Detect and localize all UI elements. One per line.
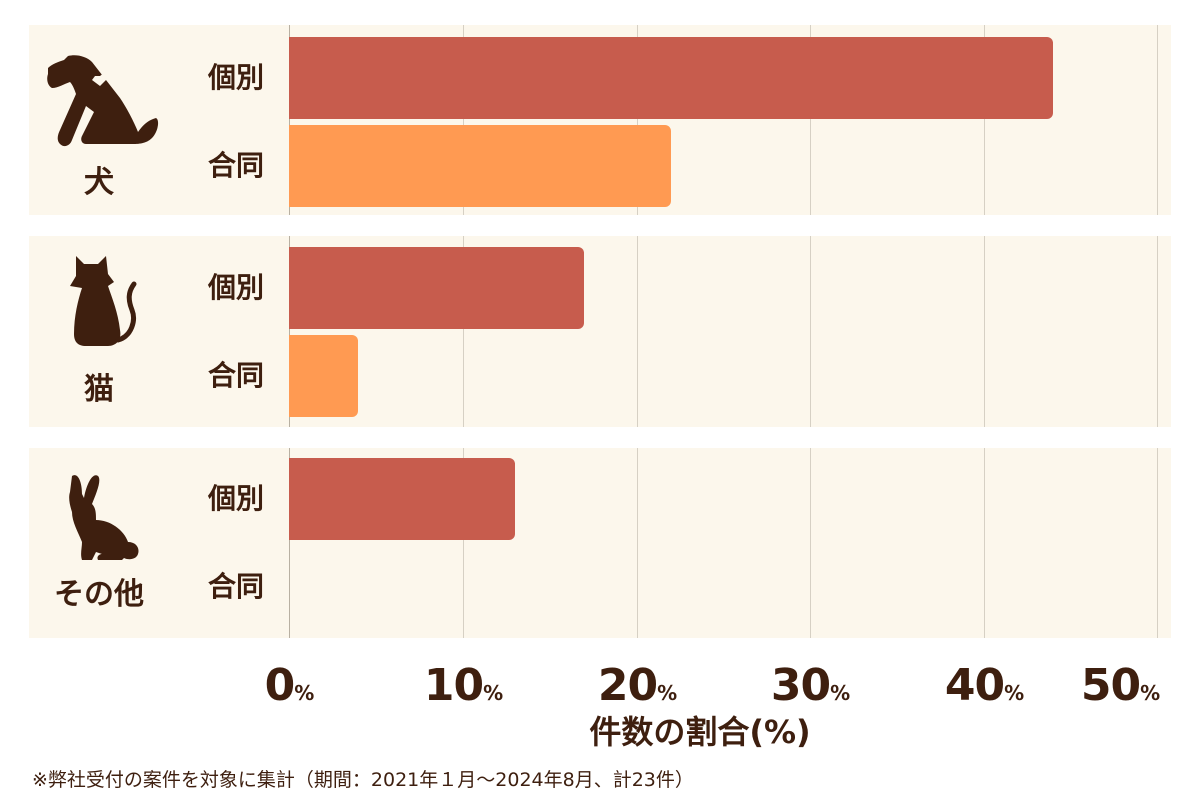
bar-cat-joint — [289, 335, 359, 417]
gridline-50 — [1157, 448, 1158, 638]
gridline-30 — [810, 236, 811, 427]
row-label-other-joint: 合同 — [207, 570, 264, 603]
gridline-40 — [984, 236, 985, 427]
rabbit-icon — [69, 475, 139, 560]
gridline-50 — [1157, 25, 1158, 215]
gridline-30 — [810, 25, 811, 215]
category-label-dog: 犬 — [84, 165, 114, 200]
x-tick-0: 0% — [229, 662, 349, 717]
category-label-other: その他 — [54, 577, 144, 612]
tick-unit: % — [657, 681, 677, 705]
group-panel-cat — [29, 236, 1171, 427]
tick-value: 20 — [597, 660, 658, 711]
axis-line-0 — [289, 448, 290, 638]
row-label-other-individual: 個別 — [207, 482, 264, 515]
bar-dog-joint — [289, 125, 671, 207]
gridline-10 — [463, 236, 464, 427]
tick-unit: % — [1004, 681, 1024, 705]
tick-unit: % — [294, 681, 314, 705]
gridline-50 — [1157, 236, 1158, 427]
gridline-30 — [810, 448, 811, 638]
row-label-dog-joint: 合同 — [207, 149, 264, 182]
row-label-cat-individual: 個別 — [207, 271, 264, 304]
tick-unit: % — [830, 681, 850, 705]
group-panel-other — [29, 448, 1171, 638]
row-label-cat-joint: 合同 — [207, 359, 264, 392]
bar-dog-individual — [289, 37, 1053, 119]
x-tick-20: 20% — [577, 662, 697, 717]
axis-line-0 — [289, 25, 290, 215]
gridline-10 — [463, 448, 464, 638]
gridline-20 — [637, 236, 638, 427]
gridline-40 — [984, 448, 985, 638]
dog-icon — [47, 55, 159, 147]
bar-other-individual — [289, 458, 515, 540]
tick-unit: % — [483, 681, 503, 705]
x-tick-30: 30% — [750, 662, 870, 717]
cat-icon — [70, 256, 137, 346]
x-tick-40: 40% — [924, 662, 1044, 717]
tick-value: 40 — [944, 660, 1005, 711]
tick-unit: % — [1140, 681, 1160, 705]
tick-value: 10 — [423, 660, 484, 711]
tick-value: 50 — [1080, 660, 1141, 711]
x-axis-title: 件数の割合(%) — [589, 713, 811, 751]
gridline-10 — [463, 25, 464, 215]
category-label-cat: 猫 — [84, 372, 114, 407]
tick-value: 30 — [770, 660, 831, 711]
axis-line-0 — [289, 236, 290, 427]
tick-value: 0 — [264, 660, 296, 711]
gridline-20 — [637, 25, 638, 215]
gridline-20 — [637, 448, 638, 638]
footnote: ※弊社受付の案件を対象に集計（期間：2021年１月～2024年8月、計23件） — [32, 769, 694, 791]
bar-cat-individual — [289, 247, 585, 329]
gridline-40 — [984, 25, 985, 215]
x-tick-10: 10% — [403, 662, 523, 717]
x-tick-50: 50% — [1060, 662, 1180, 717]
row-label-dog-individual: 個別 — [207, 61, 264, 94]
